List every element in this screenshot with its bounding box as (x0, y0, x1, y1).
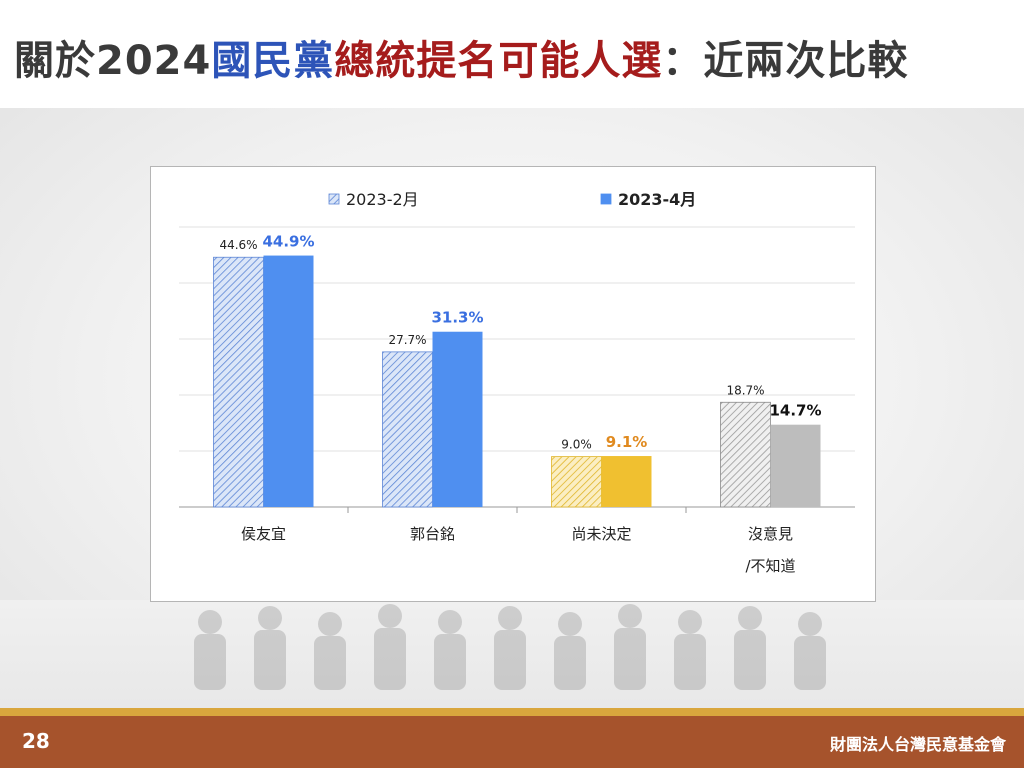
legend-label-1: 2023-2月 (346, 190, 419, 209)
category-label-4: 沒意見 (748, 525, 793, 543)
bar-apr-4 (770, 424, 821, 507)
category-label-2: 郭台銘 (410, 525, 455, 543)
page-title: 關於2024國民黨總統提名可能人選：近兩次比較 (14, 28, 908, 88)
bar-feb-1 (213, 256, 264, 508)
category-label-4-line-2: /不知道 (745, 557, 795, 575)
category-label-3: 尚未決定 (571, 525, 631, 543)
title-part-3: 總統提名可能人選 (334, 38, 663, 84)
data-label-feb-4: 18.7% (726, 383, 764, 397)
data-label-feb-2: 27.7% (388, 333, 426, 347)
chart-container: 2023-2月 2023-4月 44.6% 44.9% 27.7% 31.3% 9.0% 9… (150, 166, 876, 602)
legend-swatch-1 (328, 193, 340, 205)
title-part-4: ：近兩次比較 (662, 38, 909, 84)
category-label-1: 侯友宜 (241, 525, 286, 543)
slide-background-bottom (0, 600, 1024, 708)
page-number: 28 (22, 729, 50, 753)
data-label-feb-3: 9.0% (561, 438, 592, 452)
bar-feb-4 (720, 401, 771, 508)
legend-label-2: 2023-4月 (618, 190, 696, 209)
footer-accent-line (0, 708, 1024, 716)
crowd-silhouette-decoration (194, 604, 826, 690)
title-part-2: 國民黨 (211, 38, 335, 84)
organization-name: 財團法人台灣民意基金會 (829, 735, 1006, 754)
title-part-1: 關於2024 (14, 38, 212, 84)
data-label-feb-1: 44.6% (219, 238, 257, 252)
bar-apr-2 (432, 331, 483, 507)
data-label-apr-3: 9.1% (606, 433, 648, 451)
bar-apr-1 (263, 255, 314, 507)
footer-bar (0, 716, 1024, 768)
data-label-apr-2: 31.3% (431, 309, 483, 327)
bars (213, 255, 821, 508)
bar-feb-3 (551, 456, 602, 508)
bar-apr-3 (601, 456, 652, 507)
data-label-apr-1: 44.9% (262, 233, 314, 251)
bar-chart: 2023-2月 2023-4月 44.6% 44.9% 27.7% 31.3% 9.0% 9… (179, 190, 855, 575)
category-labels: 侯友宜 郭台銘 尚未決定 沒意見/不知道 (241, 525, 796, 575)
data-label-apr-4: 14.7% (769, 402, 821, 420)
legend: 2023-2月 2023-4月 (328, 190, 696, 209)
data-labels: 44.6% 44.9% 27.7% 31.3% 9.0% 9.1% 18.7% 14.7% (219, 233, 821, 452)
bar-feb-2 (382, 351, 433, 508)
legend-swatch-2 (600, 193, 612, 205)
